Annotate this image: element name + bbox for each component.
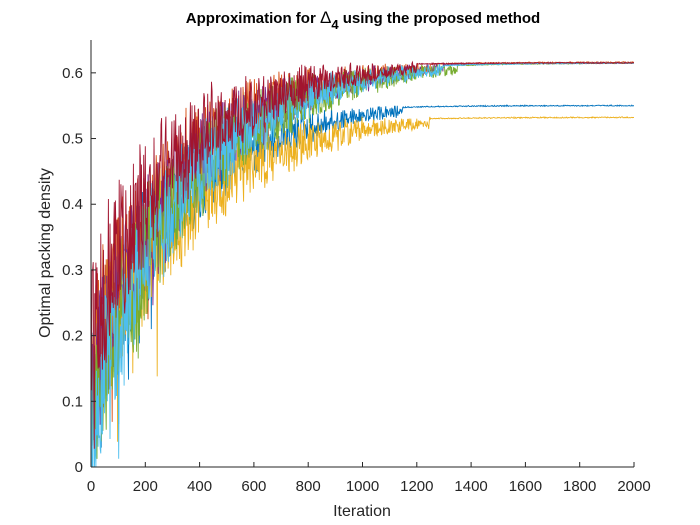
series-line-7 <box>91 60 634 449</box>
x-tick-label: 1600 <box>509 478 542 495</box>
x-tick-label: 1000 <box>346 478 379 495</box>
y-tick-label: 0.1 <box>62 393 83 410</box>
x-tick-label: 800 <box>296 478 321 495</box>
plot-area <box>91 60 634 467</box>
title-subscript: 4 <box>331 17 339 32</box>
x-tick-label: 1800 <box>563 478 596 495</box>
tick-labels: 0 200 400 600 800 1000 1200 1400 1600 1800 2000 0 0.… <box>62 65 651 495</box>
y-tick-label: 0.5 <box>62 131 83 148</box>
y-tick-label: 0.3 <box>62 262 83 279</box>
x-tick-label: 2000 <box>617 478 650 495</box>
y-tick-label: 0.2 <box>62 328 83 345</box>
y-tick-label: 0.6 <box>62 65 83 82</box>
y-tick-label: 0 <box>75 459 83 476</box>
x-tick-label: 1400 <box>454 478 487 495</box>
y-axis-label: Optimal packing density <box>37 168 54 338</box>
axes <box>90 40 635 468</box>
x-axis-label: Iteration <box>333 503 391 520</box>
x-tick-label: 400 <box>187 478 212 495</box>
series-line-1 <box>91 104 634 459</box>
y-tick-label: 0.4 <box>62 196 83 213</box>
series-line-3 <box>91 116 634 442</box>
x-tick-label: 0 <box>87 478 95 495</box>
x-tick-label: 200 <box>133 478 158 495</box>
chart-title: Approximation for Δ4 using the proposed … <box>186 8 540 32</box>
x-tick-label: 600 <box>241 478 266 495</box>
x-tick-label: 1200 <box>400 478 433 495</box>
title-symbol: Δ <box>320 8 331 27</box>
